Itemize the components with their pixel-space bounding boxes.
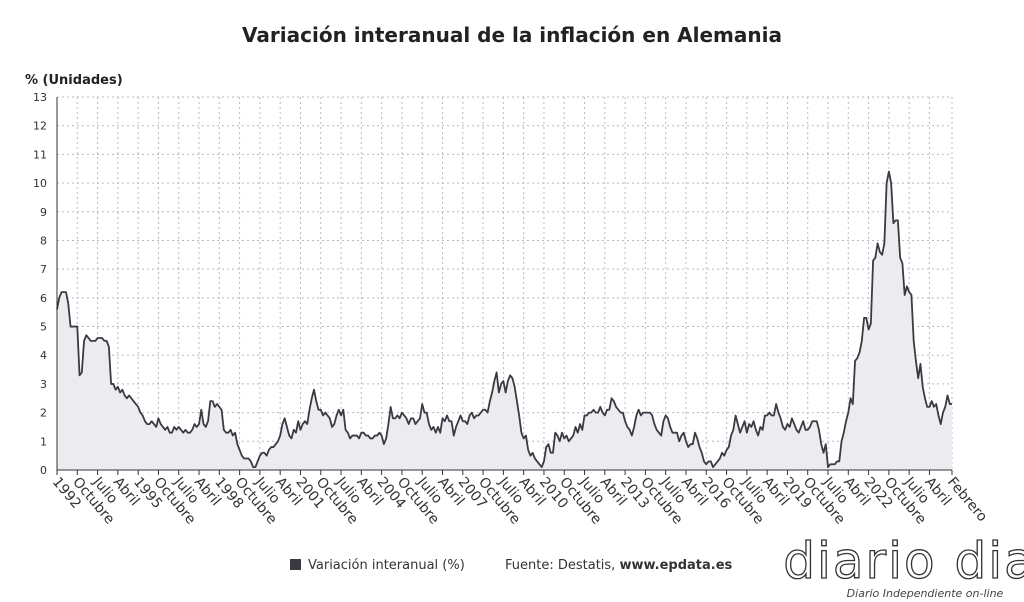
y-tick-label: 13 — [33, 91, 47, 104]
y-tick-label: 5 — [40, 321, 47, 334]
y-tick-label: 12 — [33, 120, 47, 133]
source-text: Fuente: Destatis, — [505, 558, 615, 573]
line — [56, 170, 952, 469]
watermark-tagline: Diario Independiente on-line — [847, 587, 1004, 600]
y-tick-label: 7 — [40, 263, 47, 276]
y-tick-label: 0 — [40, 464, 47, 477]
chart-title: Variación interanual de la inflación en … — [242, 23, 782, 47]
watermark-brand: diario dia — [783, 532, 1024, 590]
y-tick-label: 3 — [40, 378, 47, 391]
y-axis-label: % (Unidades) — [25, 73, 123, 88]
legend-swatch — [290, 559, 301, 570]
y-tick-label: 4 — [40, 349, 47, 362]
legend-label: Variación interanual (%) — [308, 558, 465, 573]
area-fill — [57, 171, 952, 470]
y-tick-label: 1 — [40, 435, 47, 448]
y-tick-label: 11 — [33, 148, 47, 161]
y-tick-label: 6 — [40, 292, 47, 305]
source: Fuente: Destatis, www.epdata.es — [505, 558, 733, 573]
y-tick-label: 9 — [40, 206, 47, 219]
y-tick-label: 10 — [33, 177, 47, 190]
y-tick-label: 2 — [40, 407, 47, 420]
source-link: www.epdata.es — [619, 558, 732, 573]
y-tick-label: 8 — [40, 234, 47, 247]
